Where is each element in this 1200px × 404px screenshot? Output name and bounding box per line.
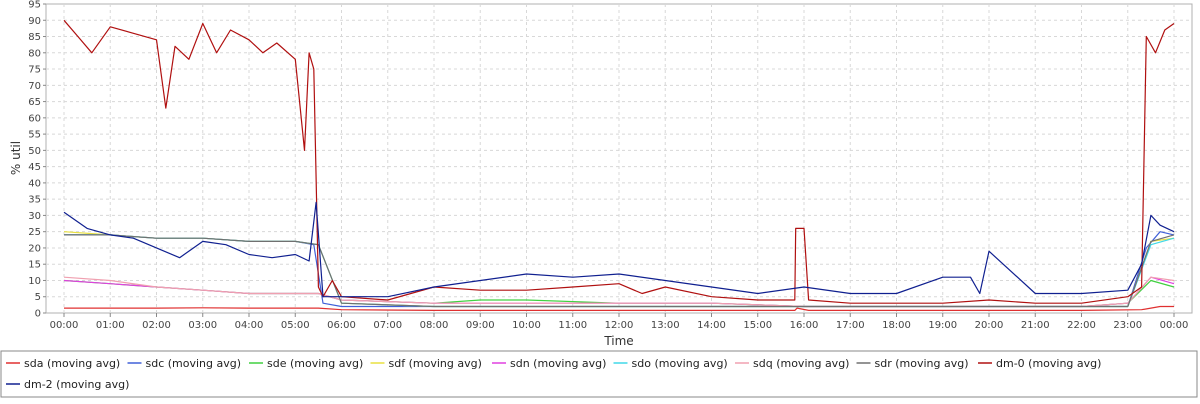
y-tick-label: 75 [28,65,41,76]
y-tick-label: 15 [28,260,41,271]
y-tick-label: 70 [28,81,41,92]
legend-label: sde (moving avg) [267,357,363,370]
series-line-8 [63,19,1175,304]
x-tick-label: 21:00 [1021,320,1050,331]
legend-label: sdq (moving avg) [753,357,849,370]
y-tick-label: 40 [28,178,41,189]
x-tick-label: 04:00 [235,320,264,331]
y-tick-label: 35 [28,195,41,206]
legend-label: sda (moving avg) [24,357,120,370]
x-axis-label: Time [603,334,633,348]
x-tick-label: 02:00 [142,320,171,331]
x-tick-label: 00:00 [50,320,79,331]
legend: sda (moving avg) sdc (moving avg) sde (mov… [6,357,1101,391]
legend-label: dm-0 (moving avg) [996,357,1101,370]
y-tick-label: 55 [28,130,41,141]
y-tick-label: 5 [35,292,41,303]
y-tick-label: 45 [28,162,41,173]
y-tick-label: 95 [28,0,41,11]
x-tick-label: 14:00 [697,320,726,331]
x-tick-label: 16:00 [790,320,819,331]
y-tick-label: 10 [28,276,41,287]
y-tick-label: 80 [28,48,41,59]
series-line-7 [64,234,1175,308]
x-tick-label: 05:00 [281,320,310,331]
x-tick-label: 09:00 [466,320,495,331]
x-tick-label: 11:00 [558,320,587,331]
legend-label: sdr (moving avg) [875,357,969,370]
x-tick-label: 07:00 [373,320,402,331]
x-tick-label: 22:00 [1067,320,1096,331]
x-tick-label: 01:00 [96,320,125,331]
x-tick-label: 19:00 [928,320,957,331]
grid [46,4,1192,313]
x-tick-label: 18:00 [882,320,911,331]
x-tick-label: 20:00 [975,320,1004,331]
x-tick-label: 12:00 [605,320,634,331]
y-tick-label: 90 [28,16,41,27]
y-tick-label: 60 [28,113,41,124]
y-tick-label: 0 [35,309,41,320]
y-tick-label: 20 [28,243,41,254]
legend-label: sdf (moving avg) [389,357,482,370]
x-tick-label: 17:00 [836,320,865,331]
y-tick-label: 50 [28,146,41,157]
y-tick-label: 85 [28,32,41,43]
y-axis-label: % util [9,141,23,175]
series-line-0 [64,305,1174,311]
y-tick-label: 65 [28,97,41,108]
series-layer [63,19,1175,311]
legend-box [0,350,1198,398]
axes: 0 5 10 15 20 25 30 35 40 45 50 55 60 65 70 75 80 85 90 95 00… [28,0,1188,331]
legend-label: dm-2 (moving avg) [24,378,129,391]
x-tick-label: 23:00 [1113,320,1142,331]
legend-label: sdc (moving avg) [146,357,242,370]
series-line-9 [63,201,1175,298]
x-tick-label: 13:00 [651,320,680,331]
x-tick-label: 00:00 [1160,320,1189,331]
legend-label: sdo (moving avg) [632,357,728,370]
x-tick-label: 10:00 [512,320,541,331]
x-tick-label: 15:00 [743,320,772,331]
x-tick-label: 08:00 [420,320,449,331]
y-tick-label: 30 [28,211,41,222]
y-tick-label: 25 [28,227,41,238]
x-tick-label: 06:00 [327,320,356,331]
x-tick-label: 03:00 [188,320,217,331]
legend-label: sdn (moving avg) [510,357,606,370]
